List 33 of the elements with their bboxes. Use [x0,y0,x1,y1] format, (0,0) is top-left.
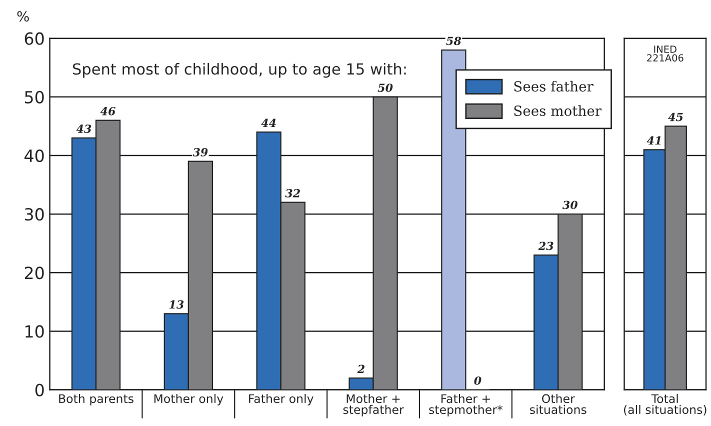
data-label: 45 [668,112,683,122]
y-tick-label: 30 [24,208,44,221]
data-label: 32 [285,189,300,198]
y-tick-label: 10 [26,325,44,338]
y-axis-title: % [17,11,29,22]
annotation: Spent most of childhood, up to age 15 with: [72,62,406,78]
data-label: 50 [378,84,393,92]
legend-label: Sees mother [514,105,602,116]
x-tick-label: Both parents [59,394,134,406]
y-tick-label: 40 [24,149,44,162]
y-tick-label: 20 [24,266,44,280]
data-label: 43 [76,124,92,133]
data-label: 39 [192,148,208,156]
y-tick-label: 60 [24,32,44,45]
data-label: 58 [446,36,462,46]
x-tick-label: Mother + stepfather [343,394,404,416]
data-label: 46 [100,107,116,116]
x-tick-label: Father only [249,394,314,406]
y-tick-label: 0 [35,384,44,396]
data-label: 30 [562,200,578,210]
data-label: 13 [169,300,184,309]
x-tick-label: Father + stepmother* [429,394,503,416]
x-tick-label: Other situations [530,394,586,414]
x-tick-label: Mother only [154,394,224,406]
legend-label: Sees father [514,80,594,92]
data-label: 44 [261,118,276,127]
data-label: 0 [474,376,482,385]
data-label: 41 [646,136,660,145]
annotation: INED 221A06 [647,46,684,62]
data-label: 23 [538,242,554,250]
x-tick-label: Total (all situations) [624,394,706,416]
y-tick-label: 50 [24,90,44,104]
data-label: 2 [357,364,364,373]
